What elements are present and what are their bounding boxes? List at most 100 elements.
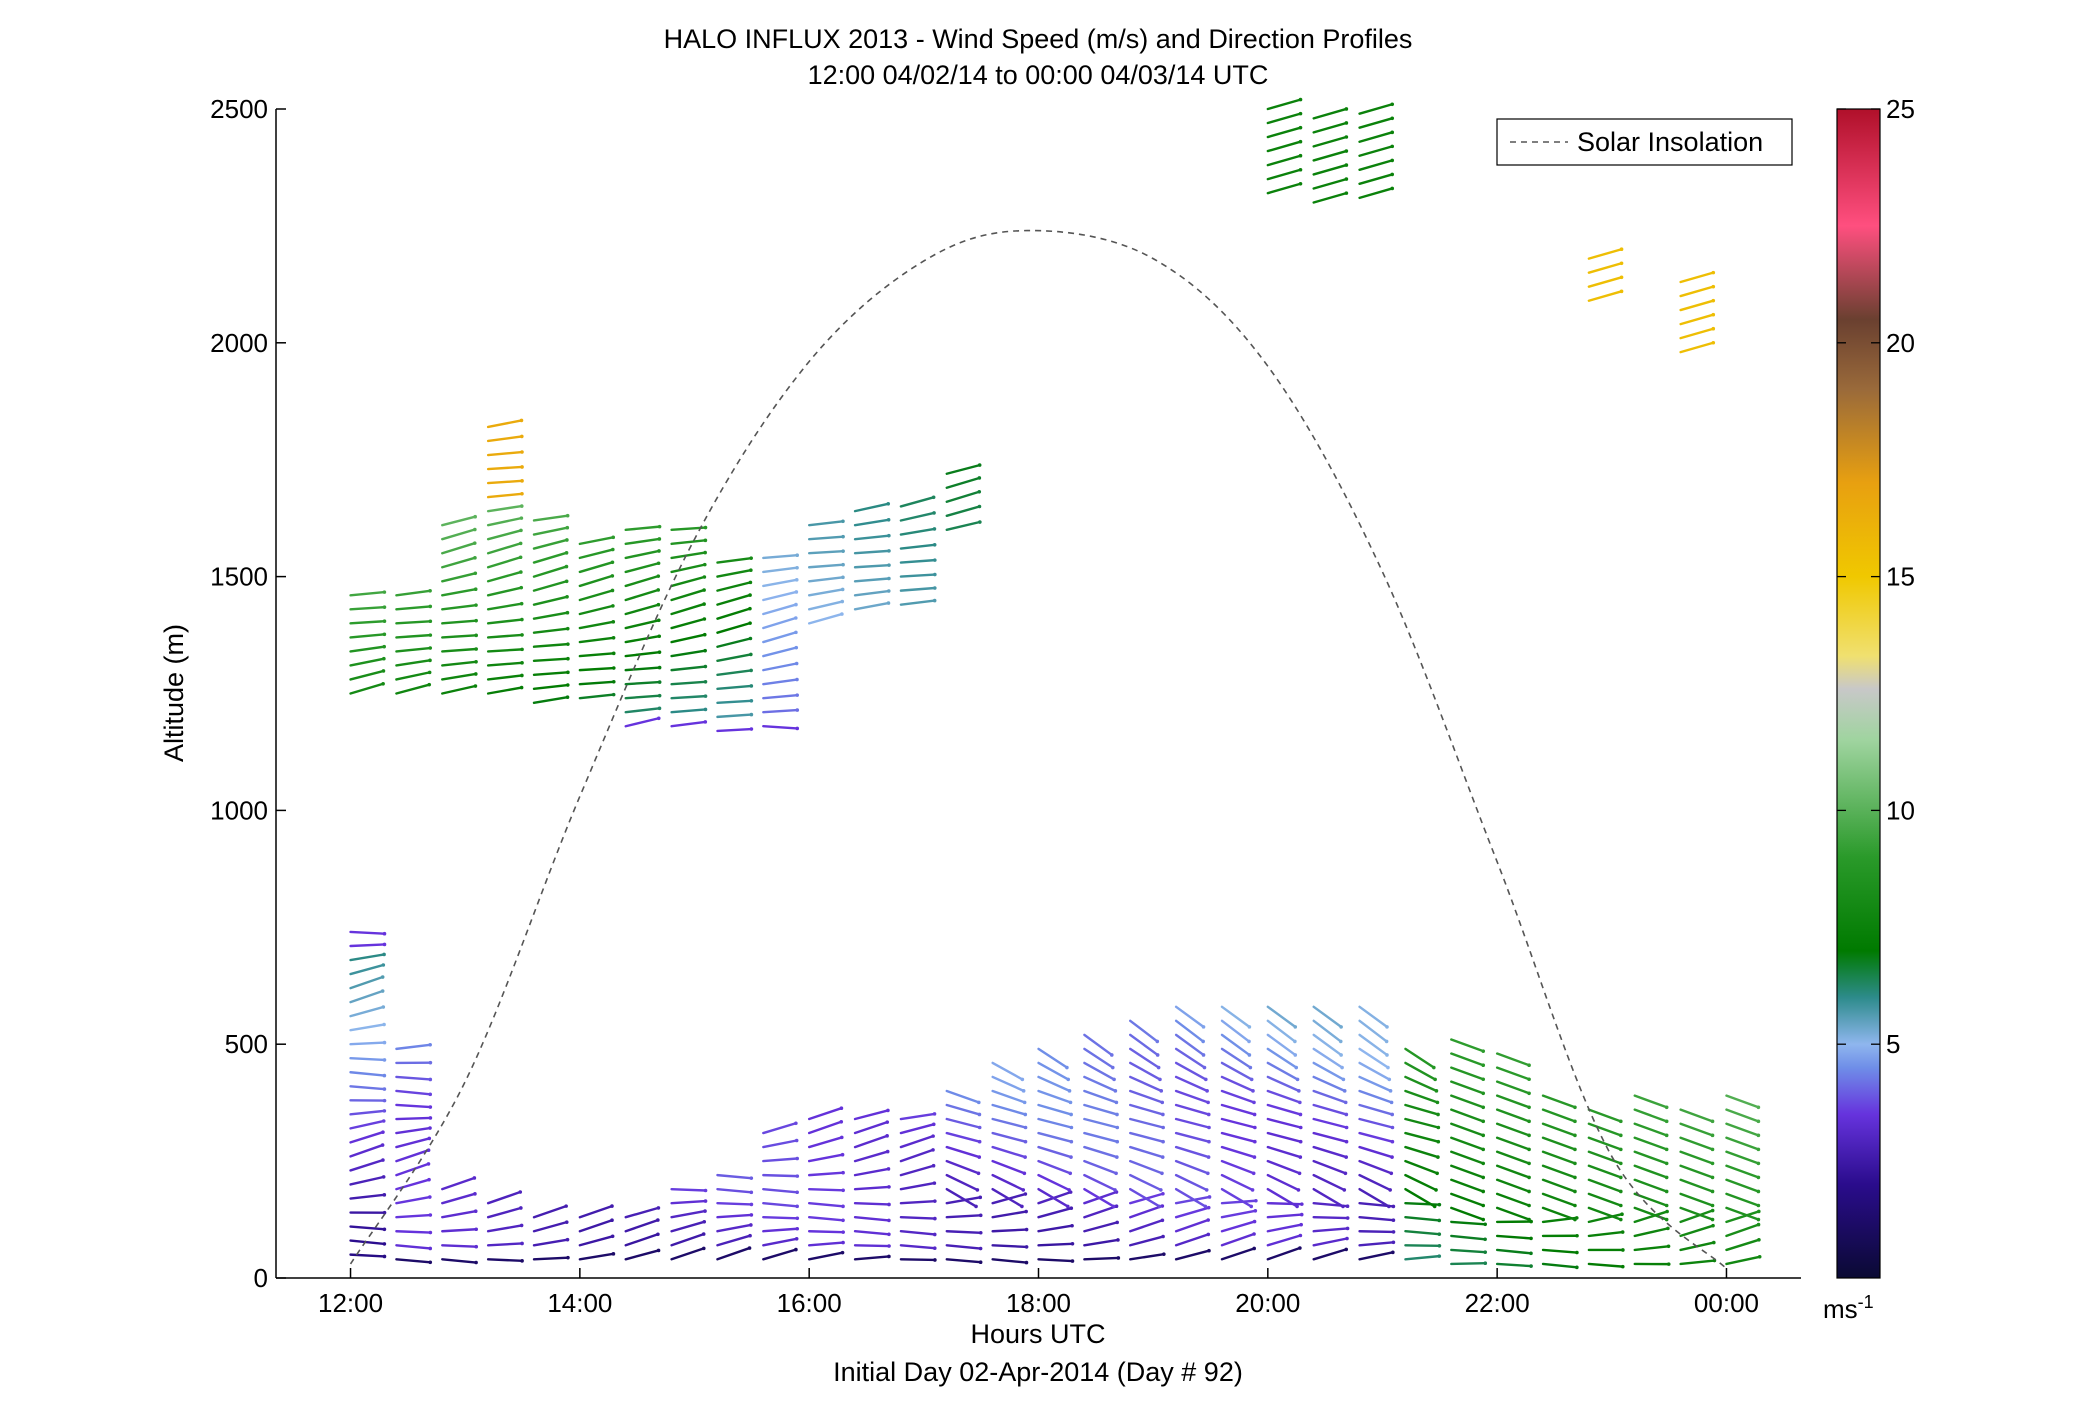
wind-barb — [991, 1061, 1024, 1081]
wind-barb-tip — [841, 1204, 845, 1209]
wind-barb — [395, 1126, 432, 1135]
wind-barb — [762, 725, 799, 730]
wind-barb-tip — [564, 551, 569, 555]
wind-barb-tip — [1252, 1112, 1257, 1117]
wind-barb-tip — [1110, 1065, 1115, 1070]
wind-barb — [899, 543, 936, 550]
chart-subtitle: 12:00 04/02/14 to 00:00 04/03/14 UTC — [808, 60, 1269, 90]
wind-barb-tip — [1436, 1155, 1440, 1159]
wind-barb — [1083, 1047, 1114, 1069]
wind-barb — [395, 1244, 432, 1250]
wind-barb — [441, 515, 477, 527]
wind-barb — [1358, 1117, 1394, 1129]
wind-barb — [1495, 1248, 1533, 1255]
wind-barb — [395, 633, 432, 639]
wind-barb-tip — [520, 465, 524, 469]
wind-barb-tip — [1115, 1220, 1119, 1225]
wind-barb-tip — [1433, 1077, 1437, 1082]
wind-barb-tip — [1298, 1246, 1302, 1250]
wind-barb-tip — [519, 585, 524, 590]
wind-barb — [1083, 1131, 1119, 1143]
wind-barb-tip — [931, 1148, 935, 1152]
wind-barb-tip — [1296, 1188, 1301, 1192]
wind-barb-tip — [1390, 144, 1395, 149]
wind-barb-tip — [1206, 1155, 1211, 1159]
wind-barb — [1312, 107, 1348, 120]
wind-barb-tip — [841, 1170, 845, 1175]
x-tick-label: 12:00 — [318, 1288, 383, 1318]
wind-barb-tip — [977, 463, 982, 467]
wind-barb-tip — [1481, 1063, 1486, 1068]
wind-barb-tip — [1298, 139, 1303, 144]
wind-barb — [486, 602, 523, 611]
wind-barb-tip — [1161, 1139, 1165, 1144]
wind-barb — [991, 1258, 1028, 1264]
wind-barb — [1312, 1117, 1348, 1129]
wind-barb-tip — [1161, 1234, 1165, 1239]
wind-barb — [1725, 1094, 1760, 1109]
wind-barb-tip — [382, 931, 387, 936]
wind-barb — [1266, 1061, 1299, 1081]
wind-barb-tip — [474, 672, 478, 676]
wind-barb — [1404, 1254, 1441, 1261]
wind-barb-tip — [1023, 1155, 1027, 1159]
wind-barb — [349, 633, 386, 639]
wind-barb-tip — [473, 571, 478, 576]
wind-barb — [395, 1230, 432, 1234]
wind-barb-tip — [565, 538, 569, 542]
wind-barb-tip — [841, 1240, 845, 1245]
wind-barb — [1404, 1131, 1440, 1143]
wind-barb-tip — [1342, 1089, 1347, 1093]
wind-barb — [853, 1167, 890, 1177]
wind-barb-tip — [1573, 1203, 1577, 1208]
wind-barb — [1725, 1206, 1760, 1221]
wind-barb-tip — [703, 720, 708, 724]
wind-barb-tip — [703, 550, 707, 555]
wind-barb — [1312, 163, 1348, 176]
wind-barb — [349, 1057, 386, 1062]
wind-barb — [532, 683, 569, 691]
wind-barb-tip — [1115, 1139, 1120, 1144]
wind-barb — [1587, 1122, 1623, 1137]
wind-barb-tip — [702, 632, 707, 637]
wind-barb-tip — [382, 942, 387, 947]
wind-barb-tip — [1483, 1237, 1487, 1242]
wind-barb-tip — [428, 1230, 433, 1235]
wind-barb-tip — [1391, 1250, 1395, 1255]
wind-barb — [395, 1148, 430, 1163]
wind-barb-tip — [1343, 1100, 1348, 1105]
wind-barb — [1220, 1005, 1251, 1029]
wind-barb — [1266, 1019, 1297, 1043]
wind-barb — [1541, 1178, 1577, 1193]
wind-barb — [991, 1159, 1026, 1175]
wind-barb — [1266, 1173, 1300, 1192]
wind-barb — [1404, 1187, 1436, 1208]
colorbar-unit-base: ms — [1823, 1294, 1858, 1324]
wind-barb — [1358, 145, 1394, 157]
wind-barb — [1541, 1164, 1577, 1179]
wind-barb-tip — [1756, 1119, 1761, 1124]
wind-barb — [1266, 1005, 1297, 1029]
wind-barb — [1037, 1258, 1074, 1263]
wind-barb — [853, 1244, 891, 1248]
wind-barb — [395, 1103, 432, 1109]
wind-barb-tip — [1527, 1063, 1531, 1068]
wind-barb-tip — [1293, 1039, 1297, 1044]
wind-barb-tip — [382, 1073, 387, 1078]
wind-barb-tip — [382, 1227, 387, 1232]
wind-barb-tip — [702, 562, 707, 567]
wind-barb — [1174, 1187, 1207, 1208]
wind-barb-tip — [656, 588, 661, 592]
wind-barb — [1174, 1233, 1210, 1247]
wind-barb-tip — [1756, 1133, 1761, 1138]
wind-barb-tip — [1664, 1203, 1669, 1208]
wind-barb — [670, 708, 707, 714]
wind-barb — [395, 646, 432, 653]
wind-barb-tip — [519, 418, 524, 423]
wind-barb — [578, 1252, 615, 1261]
wind-barb — [807, 1216, 845, 1222]
wind-barb — [1037, 1242, 1074, 1247]
wind-barb — [1358, 1075, 1392, 1093]
colorbar-unit-exponent: -1 — [1858, 1292, 1874, 1312]
